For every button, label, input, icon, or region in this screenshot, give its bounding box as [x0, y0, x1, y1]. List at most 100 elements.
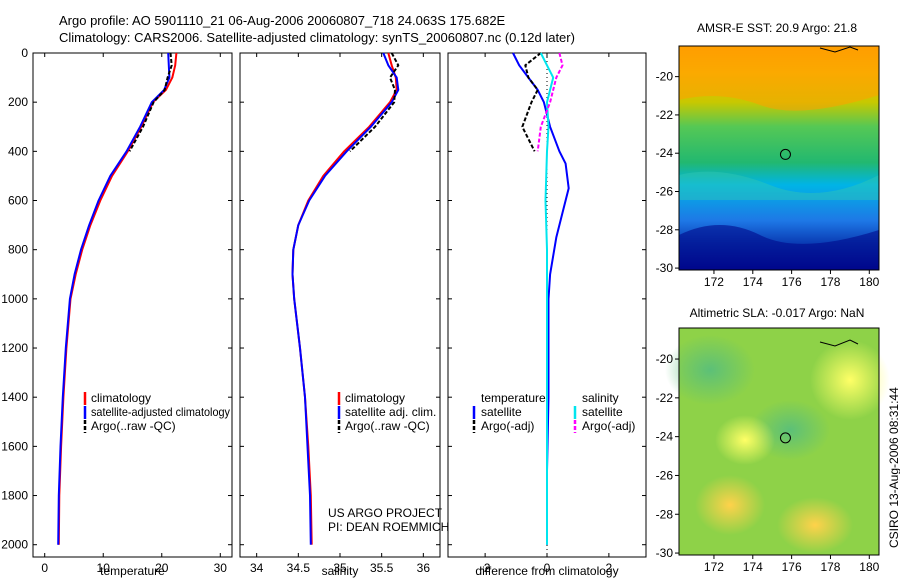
y-tick-label: 800: [8, 243, 28, 257]
x-tick-label: 35: [333, 561, 347, 575]
legend-label: Argo(-adj): [481, 419, 534, 433]
y-tick-label: 1600: [1, 439, 28, 453]
y-tick-label: 1000: [1, 292, 28, 306]
difference-legend: temperature satellite Argo(-adj) salinit…: [472, 391, 635, 433]
sst-argo-location-marker: [779, 148, 791, 160]
x-tick-label: 36: [417, 561, 431, 575]
y-tick-label: 2000: [1, 538, 28, 552]
legend-label: Argo(..raw -QC): [91, 419, 176, 433]
pi-credit-line: PI: DEAN ROEMMICH: [328, 520, 449, 534]
sla-low-anomaly: [665, 335, 755, 405]
x-axis-label: difference from climatology: [475, 564, 618, 578]
temperature-legend: climatology satellite-adjusted climatolo…: [83, 391, 230, 433]
map-x-tick-label: 172: [704, 560, 724, 574]
sst-coastline: [819, 46, 859, 53]
series-line-argo-raw-qc: [128, 52, 173, 152]
csiro-timestamp: CSIRO 13-Aug-2006 08:31:44: [887, 387, 900, 548]
sst-map-title: AMSR-E SST: 20.9 Argo: 21.8: [697, 21, 857, 35]
legend-label: Argo(-adj): [582, 419, 635, 433]
map-x-tick-label: 172: [704, 275, 724, 289]
map-y-tick-label: -28: [656, 223, 674, 237]
x-tick-label: 34.5: [287, 561, 311, 575]
y-tick-label: 1400: [1, 390, 28, 404]
legend-label: satellite: [582, 405, 623, 419]
series-line-temperature-argo-adj: [521, 52, 542, 152]
sst-warm-band: [679, 46, 879, 111]
map-y-tick-label: -26: [656, 185, 674, 199]
x-tick-label: 34: [250, 561, 264, 575]
series-line-climatology: [57, 52, 178, 545]
map-y-tick-label: -30: [656, 261, 674, 275]
map-y-tick-label: -28: [656, 507, 674, 521]
sla-high-anomaly: [695, 475, 765, 535]
plot-frame: [239, 52, 441, 558]
map-y-tick-label: -20: [656, 70, 674, 84]
legend-label: climatology: [345, 391, 405, 405]
temperature-profile-panel: 0 200 400 600 800 1000 1200 1400 1600 1800 2000 0 10…: [1, 46, 233, 578]
x-tick-label: 30: [214, 561, 228, 575]
map-x-tick-label: 178: [820, 560, 840, 574]
plot-frame: [32, 52, 233, 558]
legend-heading: salinity: [582, 391, 619, 405]
map-y-tick-label: -20: [656, 352, 674, 366]
sla-map-panel: Altimetric SLA: -0.017 Argo: NaN 172 174 1…: [656, 306, 890, 574]
sst-mid-band: [679, 171, 879, 200]
sst-cold-band: [679, 225, 879, 270]
project-credit-line: US ARGO PROJECT: [328, 506, 443, 520]
profile-title: Argo profile: AO 5901110_21 06-Aug-2006 …: [59, 13, 506, 28]
climatology-title: Climatology: CARS2006. Satellite-adjuste…: [59, 30, 575, 45]
map-x-tick-label: 176: [782, 560, 802, 574]
map-x-tick-label: 180: [859, 275, 879, 289]
legend-label: satellite-adjusted climatology: [91, 405, 230, 419]
legend-label: climatology: [91, 391, 151, 405]
y-tick-label: 1200: [1, 341, 28, 355]
x-axis-label: salinity: [322, 564, 359, 578]
series-line-argo-raw-qc: [349, 52, 400, 153]
y-tick-label: 600: [8, 194, 28, 208]
map-x-tick-label: 178: [820, 275, 840, 289]
x-tick-label: 0: [544, 561, 551, 575]
series-line-salinity-argo-adj: [536, 52, 564, 152]
series-line-satellite-adj-clim: [291, 52, 400, 545]
y-tick-label: 0: [21, 46, 28, 60]
sla-coastline: [819, 339, 859, 347]
y-tick-label: 200: [8, 95, 28, 109]
map-y-tick-label: -22: [656, 108, 674, 122]
legend-label: satellite: [481, 405, 522, 419]
x-tick-label: -2: [480, 561, 491, 575]
y-tick-label: 1800: [1, 489, 28, 503]
map-x-tick-label: 176: [782, 275, 802, 289]
x-tick-label: 20: [155, 561, 169, 575]
sla-high-anomaly: [715, 415, 775, 465]
map-y-tick-label: -30: [656, 546, 674, 560]
series-line-satellite-adjusted-climatology: [57, 52, 171, 545]
x-tick-label: 35.5: [370, 561, 394, 575]
x-tick-label: 2: [606, 561, 613, 575]
map-y-tick-label: -24: [656, 430, 674, 444]
sla-argo-location-marker: [779, 432, 791, 444]
x-tick-label: 0: [41, 561, 48, 575]
map-y-tick-label: -22: [656, 391, 674, 405]
legend-label: satellite adj. clim.: [345, 405, 436, 419]
map-x-tick-label: 174: [743, 275, 763, 289]
map-y-tick-label: -26: [656, 468, 674, 482]
map-y-tick-label: -24: [656, 146, 674, 160]
x-axis-label: temperature: [100, 564, 165, 578]
salinity-legend: climatology satellite adj. clim. Argo(..…: [337, 391, 436, 433]
sla-high-anomaly: [810, 340, 890, 420]
map-x-tick-label: 180: [859, 560, 879, 574]
x-tick-label: 10: [97, 561, 111, 575]
legend-label: Argo(..raw -QC): [345, 419, 430, 433]
sst-map-panel: AMSR-E SST: 20.9 Argo: 21.8 172 174 176 178…: [656, 21, 880, 289]
salinity-profile-panel: 34 34.5 35 35.5 36 salinity: [239, 52, 441, 578]
sst-map-frame: [678, 45, 880, 271]
sla-map-title: Altimetric SLA: -0.017 Argo: NaN: [690, 306, 865, 320]
map-x-tick-label: 174: [743, 560, 763, 574]
series-line-salinity-satellite: [539, 52, 555, 545]
legend-heading: temperature: [481, 391, 546, 405]
sla-map-frame: [678, 327, 880, 556]
sla-high-anomaly: [777, 497, 853, 553]
y-tick-label: 400: [8, 144, 28, 158]
